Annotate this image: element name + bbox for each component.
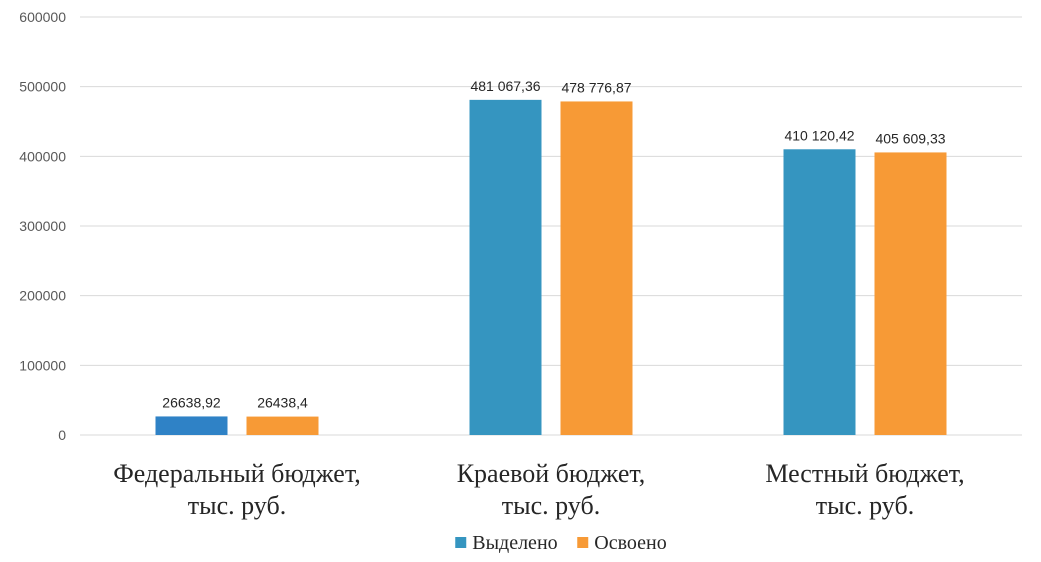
y-axis-tick-labels: 0 100000 200000 300000 400000 500000 600000	[19, 9, 66, 443]
gridlines	[80, 16, 1022, 436]
bar-Освоено-0	[246, 416, 319, 435]
y-tick-label: 100000	[19, 357, 66, 373]
category-label-line: тыс. руб.	[502, 491, 600, 520]
y-tick-label: 0	[58, 427, 66, 443]
data-label: 405 609,33	[875, 130, 945, 146]
category-label-line: тыс. руб.	[816, 491, 914, 520]
y-tick-label: 200000	[19, 288, 66, 304]
bar-Выделено-1	[469, 99, 542, 435]
legend-swatch	[455, 537, 467, 548]
bar-Освоено-2	[874, 152, 947, 435]
bar-Выделено-0	[155, 416, 228, 435]
legend: Выделено Освоено	[455, 532, 667, 554]
category-label-line: Местный бюджет,	[765, 459, 964, 488]
data-label: 26638,92	[162, 394, 221, 410]
bar-Освоено-1	[560, 101, 633, 435]
data-label: 478 776,87	[561, 79, 631, 95]
y-tick-label: 400000	[19, 148, 66, 164]
bar-Выделено-2	[783, 149, 856, 435]
category-label: Местный бюджет, тыс. руб.	[765, 459, 964, 520]
data-label: 26438,4	[257, 395, 308, 411]
legend-label: Выделено	[472, 532, 557, 554]
category-label-line: Федеральный бюджет,	[113, 459, 361, 488]
data-label: 481 067,36	[470, 78, 540, 94]
category-label-line: Краевой бюджет,	[457, 459, 646, 488]
data-labels: 26638,92 26438,4 481 067,36 478 776,87 410 1…	[162, 78, 945, 411]
category-label: Федеральный бюджет, тыс. руб.	[113, 459, 361, 520]
y-tick-label: 500000	[19, 79, 66, 95]
y-tick-label: 300000	[19, 218, 66, 234]
legend-swatch	[577, 537, 589, 548]
y-tick-label: 600000	[19, 9, 66, 25]
data-label: 410 120,42	[784, 127, 854, 143]
category-label-line: тыс. руб.	[188, 491, 286, 520]
legend-label: Освоено	[594, 532, 666, 554]
category-label: Краевой бюджет, тыс. руб.	[457, 459, 646, 520]
bars	[155, 99, 947, 435]
category-labels: Федеральный бюджет, тыс. руб.Краевой бюдж…	[113, 459, 964, 520]
